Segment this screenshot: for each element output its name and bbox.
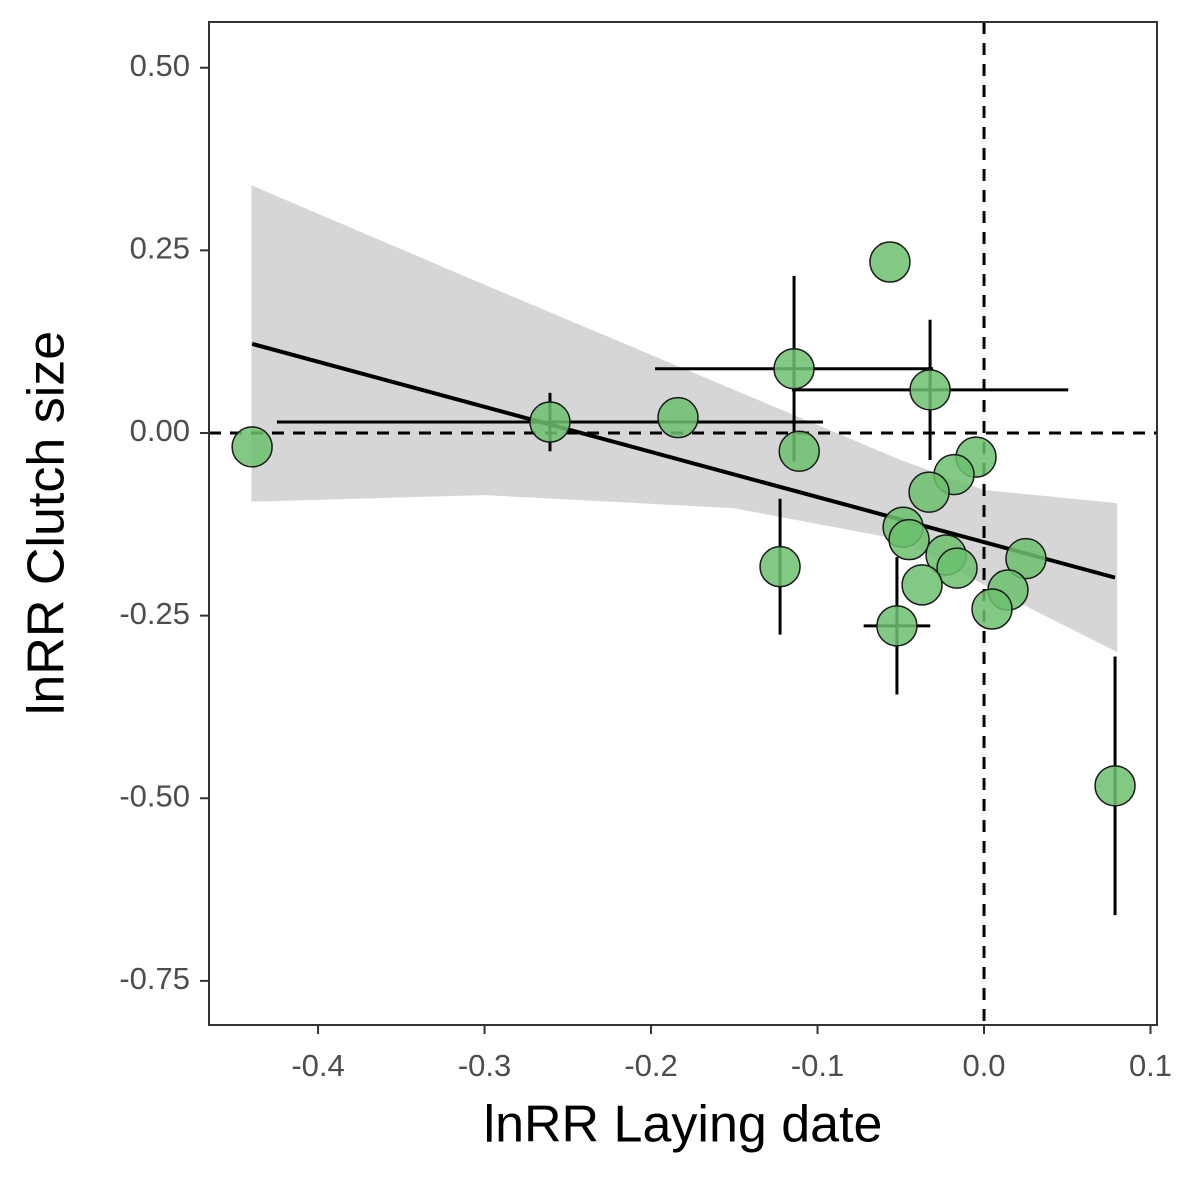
point xyxy=(971,588,1013,630)
y-tick-label: -0.50 xyxy=(119,778,190,813)
point xyxy=(888,518,930,561)
y-tick-label: -0.25 xyxy=(119,596,190,631)
x-tick-label: -0.3 xyxy=(458,1048,511,1083)
x-tick-label: -0.1 xyxy=(791,1048,844,1083)
point xyxy=(773,347,815,390)
point xyxy=(759,545,801,588)
panel-border xyxy=(208,21,1158,1026)
point xyxy=(908,471,950,513)
point xyxy=(909,369,951,411)
point xyxy=(1005,537,1047,580)
point xyxy=(901,564,943,606)
point xyxy=(869,241,911,283)
point xyxy=(529,401,571,443)
y-tick-label: 0.25 xyxy=(130,231,190,266)
x-tick-label: -0.4 xyxy=(291,1048,344,1083)
x-tick-label: 0.0 xyxy=(962,1048,1005,1083)
y-tick-label: 0.00 xyxy=(130,413,190,448)
point xyxy=(657,396,699,439)
regression-line xyxy=(251,341,1116,580)
x-axis-title: lnRR Laying date xyxy=(484,1096,883,1154)
y-tick-label: 0.50 xyxy=(130,48,190,83)
point xyxy=(876,605,918,647)
x-tick-label: 0.1 xyxy=(1129,1048,1172,1083)
y-tick-label: -0.75 xyxy=(119,961,190,996)
point xyxy=(1094,765,1136,807)
x-tick-label: -0.2 xyxy=(624,1048,677,1083)
point xyxy=(778,430,820,473)
point xyxy=(936,547,978,589)
point xyxy=(231,426,273,468)
y-axis-title: lnRR Clutch size xyxy=(18,331,76,715)
